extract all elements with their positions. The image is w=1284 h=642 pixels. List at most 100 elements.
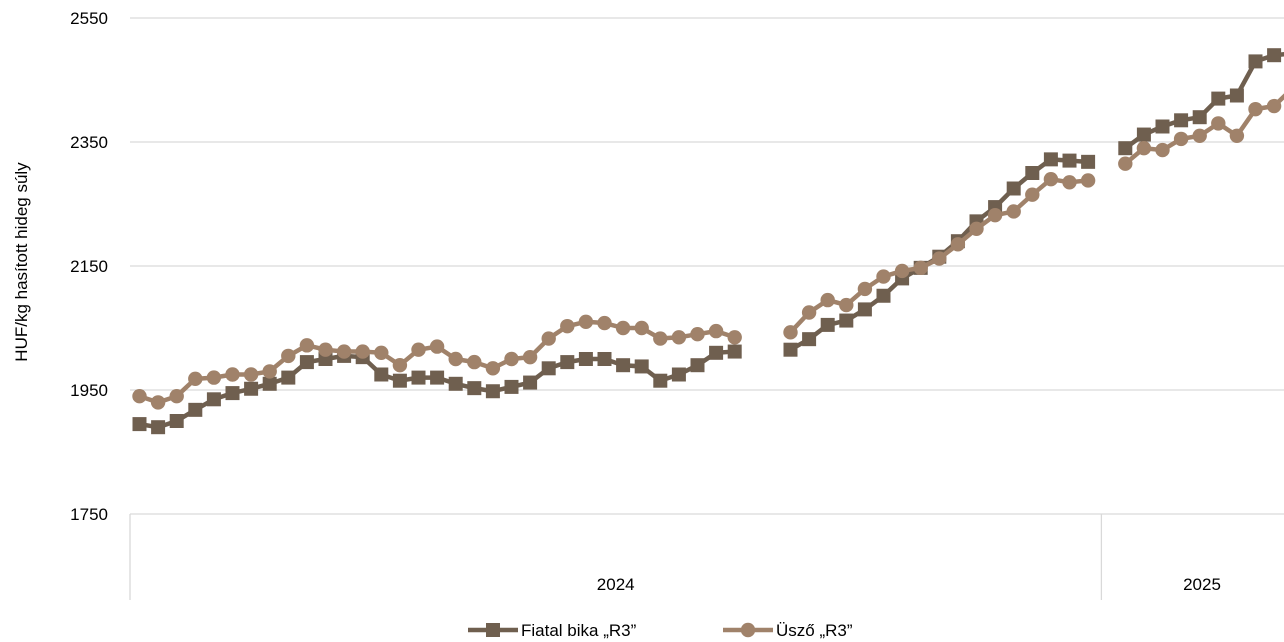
data-point bbox=[876, 288, 891, 303]
data-point bbox=[1136, 141, 1152, 156]
data-point bbox=[485, 361, 501, 376]
data-point bbox=[374, 345, 389, 360]
data-point bbox=[132, 389, 147, 404]
data-point bbox=[541, 361, 556, 376]
data-point bbox=[244, 381, 259, 396]
data-point bbox=[690, 358, 705, 373]
data-point bbox=[1173, 131, 1189, 147]
data-point bbox=[1043, 172, 1059, 187]
data-point bbox=[485, 384, 500, 399]
data-point bbox=[820, 292, 835, 308]
x-axis: 2024 2025 bbox=[129, 514, 1221, 600]
data-point bbox=[1211, 91, 1226, 106]
data-point bbox=[560, 318, 575, 334]
data-point bbox=[448, 351, 463, 367]
data-point bbox=[987, 207, 1003, 223]
data-point bbox=[634, 359, 649, 374]
data-point bbox=[504, 379, 519, 394]
data-point bbox=[690, 327, 705, 342]
data-point bbox=[1266, 98, 1282, 114]
data-point bbox=[1025, 187, 1040, 202]
legend-label: Üsző „R3” bbox=[776, 621, 853, 640]
data-point bbox=[541, 331, 556, 346]
legend-item: Üsző „R3” bbox=[723, 621, 853, 640]
data-point bbox=[1136, 127, 1151, 142]
data-point bbox=[1248, 54, 1263, 69]
data-point bbox=[653, 331, 668, 346]
y-axis-ticks: 1750 1950 2150 2350 2550 bbox=[70, 9, 108, 524]
y-tick-label: 1750 bbox=[70, 505, 108, 524]
data-point bbox=[671, 367, 686, 382]
data-point bbox=[615, 320, 631, 336]
series-1 bbox=[132, 48, 1284, 435]
series-2 bbox=[132, 93, 1284, 410]
data-point bbox=[1025, 166, 1040, 180]
data-point bbox=[950, 237, 966, 252]
data-point bbox=[188, 402, 203, 417]
data-point bbox=[336, 344, 352, 359]
data-point bbox=[467, 381, 482, 396]
data-point bbox=[281, 348, 296, 364]
data-point bbox=[1062, 175, 1077, 190]
data-point bbox=[1006, 204, 1021, 219]
series-lines bbox=[132, 48, 1284, 435]
y-axis-label: HUF/kg hasított hideg súly bbox=[12, 162, 31, 362]
data-point bbox=[839, 313, 854, 328]
data-point bbox=[597, 352, 612, 366]
data-point bbox=[448, 376, 463, 391]
data-point bbox=[1118, 156, 1133, 171]
data-point bbox=[243, 367, 259, 382]
data-point bbox=[206, 392, 221, 407]
data-point bbox=[318, 342, 333, 357]
data-point bbox=[392, 358, 408, 373]
data-point bbox=[169, 414, 184, 428]
x-group-label: 2024 bbox=[597, 575, 635, 594]
data-point bbox=[634, 320, 649, 336]
data-point bbox=[299, 355, 314, 370]
data-point bbox=[894, 263, 910, 279]
data-point bbox=[150, 395, 166, 410]
y-tick-label: 2350 bbox=[70, 133, 108, 152]
y-tick-label: 2550 bbox=[70, 9, 108, 28]
data-point bbox=[857, 302, 872, 317]
data-point bbox=[876, 269, 891, 284]
data-point bbox=[578, 314, 594, 329]
data-point bbox=[392, 373, 407, 388]
data-point bbox=[820, 317, 835, 332]
data-point bbox=[783, 342, 798, 357]
data-point bbox=[1081, 154, 1096, 169]
data-point bbox=[1062, 153, 1077, 168]
data-point bbox=[1248, 101, 1263, 117]
data-point bbox=[708, 323, 724, 339]
data-point bbox=[1080, 173, 1096, 188]
data-point bbox=[1118, 141, 1133, 156]
legend-marker bbox=[740, 622, 756, 638]
series-line bbox=[1123, 51, 1284, 151]
gridlines bbox=[130, 17, 1284, 515]
data-point bbox=[727, 344, 742, 359]
data-point bbox=[188, 371, 203, 387]
data-point bbox=[802, 332, 817, 347]
data-point bbox=[932, 251, 947, 266]
data-point bbox=[522, 349, 538, 365]
data-point bbox=[523, 375, 538, 390]
legend: Fiatal bika „R3” Üsző „R3” bbox=[468, 621, 853, 640]
data-point bbox=[225, 367, 240, 382]
data-point bbox=[262, 376, 277, 391]
legend-item: Fiatal bika „R3” bbox=[468, 621, 637, 640]
data-point bbox=[206, 370, 222, 385]
data-point bbox=[597, 315, 612, 331]
data-point bbox=[839, 297, 854, 313]
y-tick-label: 1950 bbox=[70, 381, 108, 400]
data-point bbox=[671, 330, 687, 345]
data-point bbox=[411, 342, 426, 357]
data-point bbox=[225, 386, 240, 401]
data-point bbox=[1155, 142, 1170, 158]
data-point bbox=[783, 325, 798, 340]
data-point bbox=[374, 367, 389, 382]
x-group-label: 2025 bbox=[1183, 575, 1221, 594]
data-point bbox=[969, 221, 984, 236]
data-point bbox=[560, 355, 575, 370]
data-point bbox=[151, 420, 166, 435]
